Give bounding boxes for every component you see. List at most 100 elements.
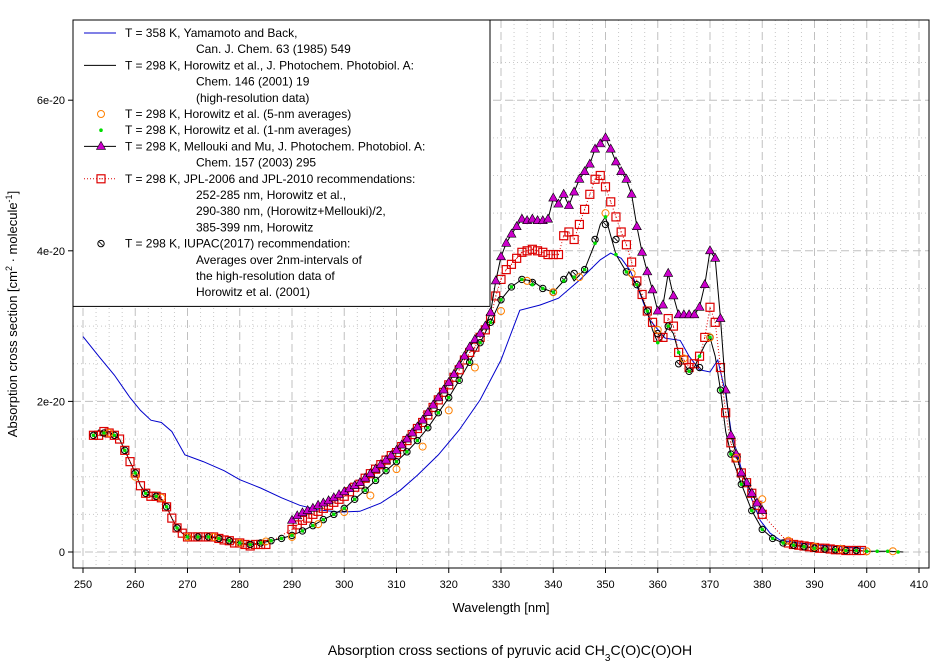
x-tick-label: 390 — [805, 579, 823, 591]
data-point — [512, 253, 522, 263]
chart-caption: Absorption cross sections of pyruvic aci… — [328, 642, 692, 664]
data-point-center — [521, 251, 523, 253]
data-point-center — [474, 346, 476, 348]
data-point — [789, 541, 798, 549]
data-point — [413, 436, 422, 445]
data-point — [643, 307, 651, 315]
data-point — [381, 454, 392, 464]
data-point — [154, 494, 158, 499]
legend-item: T = 358 K, Yamamoto and Back, Can. J. Che… — [84, 26, 351, 56]
data-point-center — [829, 548, 831, 550]
data-point-cross — [592, 237, 598, 242]
data-point — [603, 215, 608, 219]
data-point — [486, 318, 495, 327]
data-point — [511, 221, 522, 231]
data-point — [725, 429, 736, 439]
data-point-cross — [572, 271, 577, 276]
data-point — [621, 240, 632, 250]
data-point — [204, 533, 213, 541]
data-point — [457, 378, 462, 383]
data-point — [125, 457, 135, 467]
data-point — [791, 543, 796, 548]
data-point — [633, 280, 641, 289]
data-point-center — [709, 306, 711, 308]
data-point — [114, 434, 125, 444]
data-point — [647, 284, 658, 294]
data-point — [852, 546, 860, 555]
data-point — [403, 448, 411, 456]
data-point — [340, 504, 348, 513]
data-point — [319, 515, 328, 524]
y-tick-label: 0 — [59, 547, 65, 559]
y-axis-title-sup2: -1 — [4, 194, 14, 202]
data-point — [645, 309, 650, 313]
y-axis-title-mid: · molecule — [5, 202, 20, 266]
data-point — [459, 350, 470, 360]
legend-label: 290-380 nm, (Horowitz+Mellouki)/2, — [196, 204, 386, 218]
data-point — [314, 520, 323, 529]
data-point — [574, 219, 584, 230]
legend-item: T = 298 K, Horowitz et al. (5-nm average… — [97, 107, 351, 121]
data-point — [851, 545, 861, 556]
legend-triangle-icon — [95, 140, 107, 150]
data-point — [196, 535, 200, 539]
data-point — [135, 481, 146, 491]
data-point — [595, 138, 606, 148]
data-point-center — [861, 549, 863, 551]
data-point — [354, 477, 365, 487]
data-point-center — [819, 547, 821, 549]
data-point — [235, 538, 244, 547]
legend-label: (high-resolution data) — [196, 91, 309, 105]
legend-item: T = 298 K, JPL-2006 and JPL-2010 recomme… — [84, 172, 415, 234]
data-point — [687, 369, 691, 374]
data-point — [600, 182, 611, 192]
data-point-center — [108, 432, 110, 434]
legend-marker-icon — [97, 110, 105, 118]
data-point — [685, 367, 693, 375]
data-point — [527, 244, 537, 254]
data-point — [736, 467, 747, 477]
data-point — [401, 433, 412, 443]
data-point-center — [573, 239, 575, 241]
legend-square-icon — [96, 174, 106, 184]
data-point-center — [500, 278, 502, 280]
data-point — [454, 359, 465, 369]
data-point — [704, 245, 716, 255]
caption-pre: Absorption cross sections of pyruvic aci… — [328, 642, 605, 658]
data-point-center — [213, 536, 215, 538]
data-point — [721, 408, 731, 418]
data-point — [99, 426, 109, 437]
data-point — [488, 320, 493, 325]
data-point — [360, 472, 371, 482]
data-point — [758, 525, 766, 534]
data-point — [781, 541, 785, 545]
y-axis: 0 2e-20 4e-20 6e-20 — [37, 95, 73, 559]
data-point — [601, 220, 610, 229]
data-point — [642, 306, 652, 316]
data-point — [501, 265, 511, 275]
data-point-center — [192, 536, 194, 538]
data-point — [549, 288, 558, 297]
data-point — [371, 476, 380, 485]
legend-marker-icon — [97, 239, 105, 248]
data-point-center — [479, 336, 481, 338]
data-point — [748, 506, 756, 515]
data-point — [605, 143, 616, 153]
legend: T = 358 K, Yamamoto and Back, Can. J. Che… — [72, 19, 491, 307]
data-point-center — [505, 269, 507, 271]
data-point — [606, 197, 616, 207]
x-tick-label: 370 — [701, 579, 719, 591]
data-point — [699, 279, 710, 288]
y-tick-label: 2e-20 — [37, 396, 65, 408]
legend-box — [72, 19, 491, 307]
x-tick-label: 410 — [910, 579, 928, 591]
data-point — [532, 246, 543, 256]
data-point — [309, 521, 317, 530]
data-point — [654, 329, 662, 338]
data-point-center — [469, 351, 471, 353]
data-point — [810, 542, 819, 551]
data-point-center — [725, 412, 727, 414]
data-point — [627, 257, 637, 267]
data-point — [875, 549, 879, 554]
data-point — [256, 539, 265, 547]
